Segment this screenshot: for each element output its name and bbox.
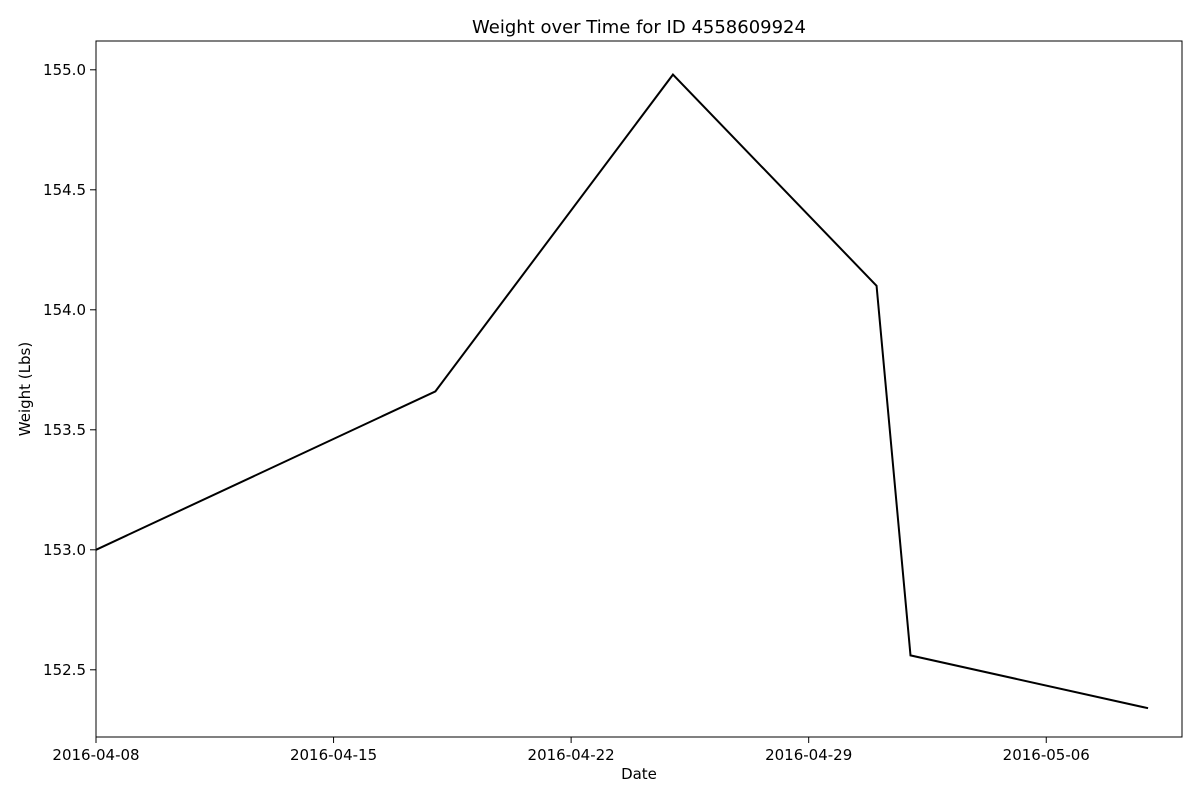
y-tick-label: 153.5 (43, 421, 86, 439)
y-axis: 152.5 153.0 153.5 154.0 154.5 155.0 (43, 61, 96, 679)
y-tick-label: 153.0 (43, 541, 86, 559)
y-tick-label: 154.5 (43, 181, 86, 199)
x-tick-label: 2016-04-08 (52, 746, 139, 764)
plot-frame (95, 40, 1183, 738)
y-axis-label: Weight (Lbs) (16, 342, 34, 436)
x-tick-label: 2016-04-22 (528, 746, 615, 764)
x-axis: 2016-04-08 2016-04-15 2016-04-22 2016-04-29… (52, 737, 1090, 764)
chart-title: Weight over Time for ID 4558609924 (472, 17, 806, 38)
plot-area (95, 73, 1149, 710)
y-tick-label: 152.5 (43, 661, 86, 679)
x-axis-label: Date (621, 765, 657, 783)
series-line (95, 73, 1149, 710)
x-tick-label: 2016-04-29 (765, 746, 852, 764)
x-tick-label: 2016-05-06 (1003, 746, 1090, 764)
x-tick-label: 2016-04-15 (290, 746, 377, 764)
y-tick-label: 155.0 (43, 61, 86, 79)
y-tick-label: 154.0 (43, 301, 86, 319)
